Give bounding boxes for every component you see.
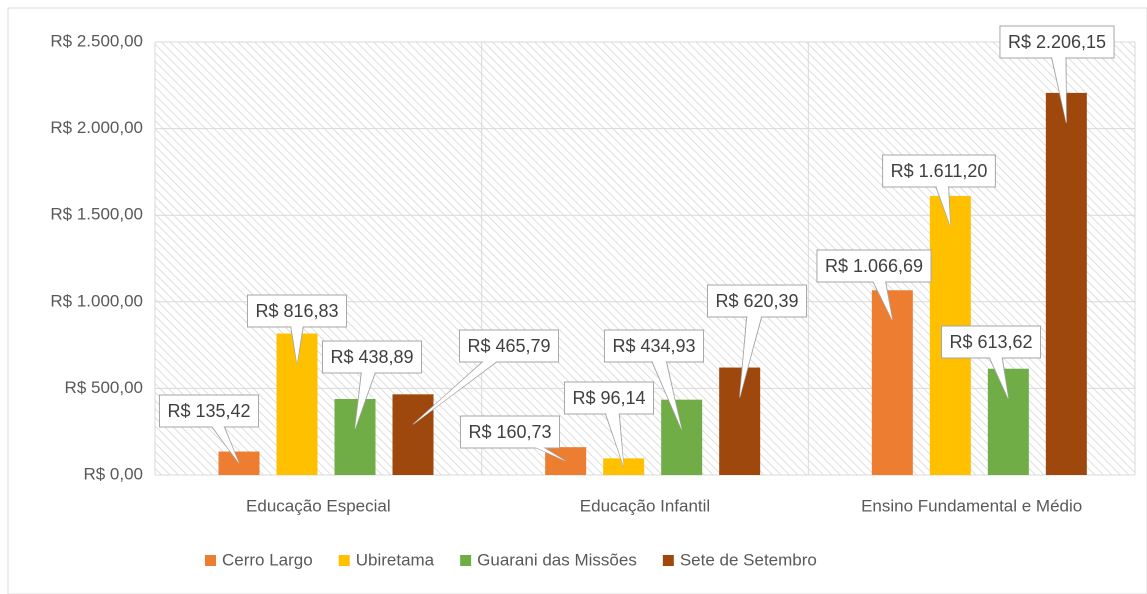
callout-pointer-fill (413, 346, 517, 425)
data-label: R$ 613,62 (949, 332, 1032, 352)
data-label: R$ 2.206,15 (1008, 32, 1106, 52)
legend-swatch (662, 555, 674, 566)
data-label: R$ 434,93 (612, 336, 695, 356)
y-tick-label: R$ 2.000,00 (50, 118, 143, 137)
x-tick-label: Educação Especial (246, 496, 391, 515)
callout: R$ 96,14 (563, 381, 655, 467)
y-tick-label: R$ 1.000,00 (50, 291, 143, 310)
data-labels: R$ 135,42 R$ 160,73 R$ 1.066,69 R$ 816,83 R$… (158, 25, 1115, 467)
data-label: R$ 135,42 (167, 401, 250, 421)
callout: R$ 160,73 (459, 415, 566, 462)
legend-label: Ubiretama (356, 550, 435, 569)
legend-label: Sete de Setembro (680, 550, 817, 569)
y-tick-label: R$ 2.500,00 (50, 31, 143, 50)
data-label: R$ 96,14 (572, 388, 645, 408)
callout: R$ 1.611,20 (882, 154, 996, 227)
bar (871, 290, 913, 475)
y-tick-label: R$ 1.500,00 (50, 205, 143, 224)
bar (987, 368, 1029, 475)
x-tick-label: Ensino Fundamental e Médio (861, 496, 1082, 515)
legend-label: Cerro Largo (222, 550, 313, 569)
data-label: R$ 465,79 (467, 336, 550, 356)
bar (334, 398, 376, 475)
callout-pointer-fill (289, 311, 305, 364)
callout-pointer-fill (739, 301, 765, 398)
legend-swatch (460, 555, 472, 566)
callout: R$ 816,83 (246, 294, 348, 364)
data-label: R$ 1.611,20 (891, 161, 988, 181)
data-label: R$ 1.066,69 (825, 256, 923, 276)
callout-pointer-fill (983, 342, 1009, 399)
callout: R$ 613,62 (940, 325, 1042, 399)
callout-pointer-fill (355, 357, 380, 429)
callout: R$ 1.066,69 (816, 249, 932, 321)
data-label: R$ 160,73 (468, 422, 551, 442)
callout-pointer-fill (866, 266, 893, 321)
bar (661, 399, 703, 475)
y-tick-label: R$ 0,00 (83, 464, 143, 483)
callout-pointer-fill (1049, 42, 1067, 123)
data-label: R$ 816,83 (255, 301, 338, 321)
data-label: R$ 438,89 (330, 347, 413, 367)
bar (719, 367, 761, 475)
data-label: R$ 620,39 (715, 291, 798, 311)
callout: R$ 135,42 (158, 394, 260, 464)
bar (1045, 92, 1087, 475)
callout: R$ 434,93 (603, 329, 705, 430)
callout: R$ 620,39 (706, 284, 808, 398)
y-tick-label: R$ 500,00 (65, 378, 143, 397)
callout: R$ 465,79 (412, 329, 560, 425)
bar (392, 394, 434, 475)
legend-swatch (338, 555, 350, 566)
chart-border (7, 7, 1147, 594)
callout: R$ 2.206,15 (999, 25, 1115, 124)
callout-pointer-fill (201, 411, 239, 464)
callout-pointer-fill (502, 432, 566, 462)
legend-label: Guarani das Missões (477, 550, 637, 569)
callout-pointer-fill (931, 171, 951, 226)
callout: R$ 438,89 (321, 340, 423, 430)
legend-swatch (205, 555, 216, 566)
callout-pointer-fill (646, 346, 682, 430)
x-tick-label: Educação Infantil (580, 496, 710, 515)
callout-pointer-fill (601, 398, 624, 467)
